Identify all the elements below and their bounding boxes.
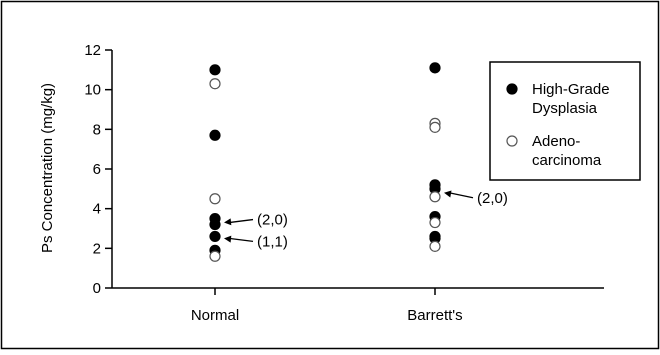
- data-point-high-grade-dysplasia: [209, 218, 221, 231]
- legend-label-line: carcinoma: [532, 152, 602, 169]
- y-tick-label: 0: [93, 280, 101, 297]
- annotation-arrow: [448, 192, 474, 199]
- y-ticks: 0 2 4 6 8 10 12: [84, 42, 112, 297]
- x-tick-label: Barrett's: [407, 307, 462, 324]
- annotation-arrow: [228, 218, 254, 224]
- legend-label-line: Dysplasia: [532, 100, 598, 117]
- annotation-arrow: [228, 237, 254, 243]
- data-point-high-grade-dysplasia: [209, 64, 221, 76]
- y-tick-label: 6: [93, 161, 101, 178]
- data-point-adenocarcinoma: [429, 191, 441, 203]
- annotation-label: (1,1): [257, 233, 288, 250]
- x-ticks: Normal Barrett's: [191, 288, 463, 324]
- annotation-arrowhead: [224, 235, 232, 243]
- annotation-arrowhead: [224, 218, 232, 226]
- legend-label-line: High-Grade: [532, 81, 610, 98]
- data-point-high-grade-dysplasia: [209, 129, 221, 141]
- legend-label-line: Adeno-: [532, 133, 580, 150]
- annotations: (2,0) (1,1) (2,0): [224, 190, 508, 250]
- y-tick-label: 12: [84, 42, 101, 59]
- data-point-adenocarcinoma: [209, 193, 221, 205]
- x-tick-label: Normal: [191, 307, 239, 324]
- legend-box: [489, 61, 641, 181]
- annotation-label: (2,0): [257, 212, 288, 229]
- y-tick-label: 10: [84, 82, 101, 99]
- y-tick-label: 2: [93, 240, 101, 257]
- legend-marker-filled: [506, 83, 518, 95]
- annotation-arrowhead: [444, 190, 452, 198]
- data-point-adenocarcinoma: [429, 240, 441, 252]
- y-axis-label: Ps Concentration (mg/kg): [39, 83, 56, 253]
- data-points: [209, 62, 441, 262]
- data-point-adenocarcinoma: [209, 78, 221, 90]
- annotation-label: (2,0): [477, 190, 508, 207]
- y-tick-label: 4: [93, 201, 101, 218]
- y-tick-label: 8: [93, 121, 101, 138]
- legend: High-Grade Dysplasia Adeno- carcinoma: [489, 61, 641, 181]
- legend-marker-open: [506, 135, 518, 147]
- data-point-high-grade-dysplasia: [429, 62, 441, 74]
- data-point-adenocarcinoma: [429, 121, 441, 133]
- data-point-adenocarcinoma: [209, 250, 221, 262]
- data-point-high-grade-dysplasia: [209, 230, 221, 243]
- data-point-adenocarcinoma: [429, 216, 441, 229]
